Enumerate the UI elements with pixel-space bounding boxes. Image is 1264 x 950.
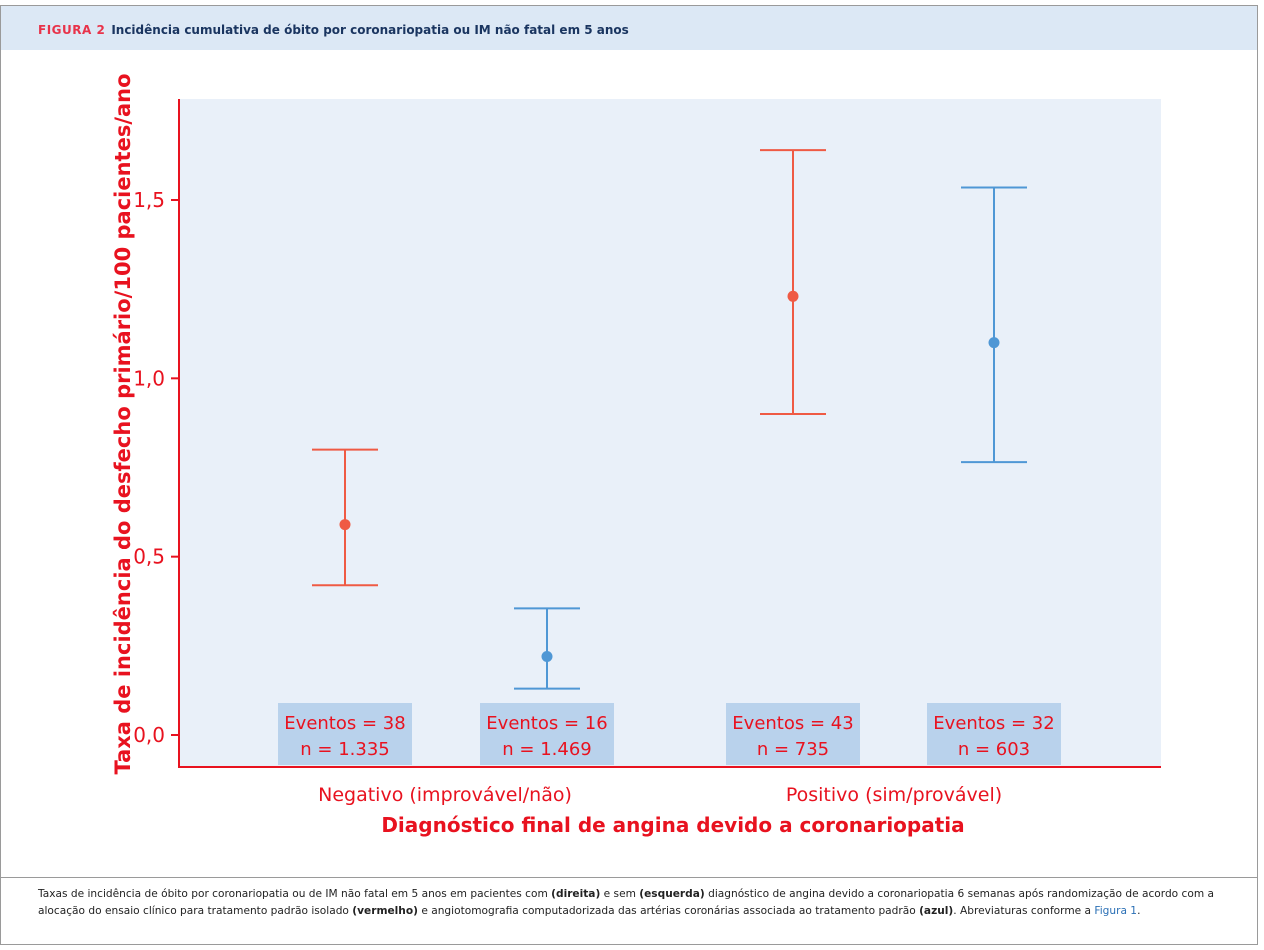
caption-text-5: . Abreviaturas conforme a (953, 905, 1095, 917)
caption-text-3: diagnóstico de angina devido a coronario… (38, 888, 1214, 917)
caption-bold-direita: (direita) (551, 888, 601, 900)
figure-label: FIGURA 2 (38, 23, 106, 37)
caption-text-2: e sem (600, 888, 640, 900)
figure-caption: Taxas de incidência de óbito por coronar… (38, 886, 1218, 920)
n-label: n = 1.469 (502, 739, 591, 760)
events-box (480, 703, 614, 765)
caption-bold-esquerda: (esquerda) (639, 888, 705, 900)
events-box (927, 703, 1061, 765)
data-point (541, 651, 553, 663)
n-label: n = 603 (958, 739, 1030, 760)
events-label: Eventos = 38 (284, 713, 405, 734)
data-point (339, 519, 351, 531)
n-label: n = 735 (757, 739, 829, 760)
caption-text-1: Taxas de incidência de óbito por coronar… (38, 888, 552, 900)
y-tick-label: 0,0 (133, 723, 165, 747)
y-tick-label: 0,5 (133, 545, 165, 569)
events-label: Eventos = 32 (933, 713, 1054, 734)
events-box (278, 703, 412, 765)
data-point (988, 337, 1000, 349)
y-axis-title: Taxa de incidência do desfecho primário/… (111, 73, 135, 774)
x-category-label: Positivo (sim/provável) (786, 784, 1002, 806)
caption-bold-azul: (azul) (919, 905, 954, 917)
data-point (787, 290, 799, 302)
caption-bold-vermelho: (vermelho) (352, 905, 418, 917)
events-box (726, 703, 860, 765)
events-label: Eventos = 43 (732, 713, 853, 734)
x-category-label: Negativo (improvável/não) (318, 784, 572, 806)
y-tick-label: 1,0 (133, 366, 165, 390)
y-tick-label: 1,5 (133, 188, 165, 212)
x-axis-title: Diagnóstico final de angina devido a cor… (381, 813, 964, 837)
caption-text-4: e angiotomografia computadorizada das ar… (417, 905, 920, 917)
n-label: n = 1.335 (300, 739, 389, 760)
figure-frame: FIGURA 2 Incidência cumulativa de óbito p… (0, 5, 1258, 945)
figure-header: FIGURA 2 Incidência cumulativa de óbito p… (1, 6, 1257, 50)
figure-title: Incidência cumulativa de óbito por coron… (111, 23, 629, 37)
plot-area (179, 99, 1161, 767)
caption-text-6: . (1137, 905, 1141, 917)
figura-1-link[interactable]: Figura 1 (1094, 905, 1138, 917)
caption-divider (1, 877, 1257, 878)
events-label: Eventos = 16 (486, 713, 607, 734)
